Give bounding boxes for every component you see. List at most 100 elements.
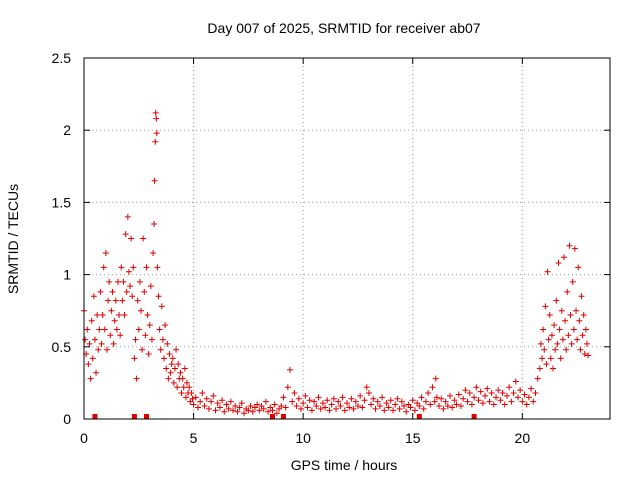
data-point [370, 395, 377, 402]
data-point [284, 384, 291, 391]
data-point [562, 317, 569, 324]
data-point [199, 390, 206, 397]
data-point [148, 336, 155, 343]
data-point [150, 249, 157, 256]
data-point [574, 336, 581, 343]
data-point [475, 397, 482, 404]
data-point [147, 283, 154, 290]
data-point [564, 288, 571, 295]
grid [84, 58, 610, 419]
data-point [560, 254, 567, 261]
data-point [550, 365, 557, 372]
data-point [117, 332, 124, 339]
data-point [110, 340, 117, 347]
data-point [160, 355, 167, 362]
data-point [179, 375, 186, 382]
data-point [174, 384, 181, 391]
data-point [563, 346, 570, 353]
data-point [168, 361, 175, 368]
data-point [289, 398, 296, 405]
data-point [528, 385, 535, 392]
data-point [113, 326, 120, 333]
data-point [167, 369, 174, 376]
data-point [152, 138, 159, 145]
data-point [508, 398, 515, 405]
data-point [530, 398, 537, 405]
data-point [567, 312, 574, 319]
data-point [291, 390, 298, 397]
data-point [85, 361, 92, 368]
data-point [552, 346, 559, 353]
data-point [512, 378, 519, 385]
data-point [112, 297, 119, 304]
data-point [348, 395, 355, 402]
data-point [556, 326, 563, 333]
x-tick-label: 0 [80, 430, 88, 446]
data-point [145, 351, 152, 358]
data-point [236, 404, 243, 411]
data-point [510, 390, 517, 397]
data-point [328, 401, 335, 408]
bottom-marker [269, 414, 275, 419]
data-point [232, 403, 239, 410]
data-point [519, 398, 526, 405]
data-point [344, 400, 350, 407]
data-point [575, 264, 582, 271]
data-point [542, 303, 549, 310]
data-point [154, 264, 161, 271]
data-point [90, 293, 97, 300]
data-point [125, 268, 132, 275]
data-point [551, 322, 558, 329]
y-tick-label: 2 [63, 122, 71, 138]
data-point [493, 394, 500, 401]
data-point [230, 407, 237, 414]
bottom-marker [131, 414, 137, 419]
data-point [102, 249, 109, 256]
data-point [422, 398, 429, 405]
data-point [123, 288, 130, 295]
data-point [521, 391, 528, 398]
data-point [374, 398, 381, 405]
data-point [352, 398, 359, 405]
data-point [101, 326, 108, 333]
data-point [88, 317, 95, 324]
data-point [488, 390, 495, 397]
data-point [221, 408, 228, 415]
data-point [159, 336, 166, 343]
data-point [151, 221, 158, 228]
data-point [203, 395, 210, 402]
data-point [409, 397, 416, 404]
data-point [273, 410, 280, 417]
data-point [111, 317, 118, 324]
data-point [99, 312, 106, 319]
data-point [197, 398, 204, 405]
data-point [387, 397, 394, 404]
data-point [177, 369, 184, 376]
y-tick-label: 1 [63, 267, 71, 283]
data-point [433, 394, 440, 401]
data-point [546, 312, 553, 319]
data-point [175, 361, 182, 368]
data-point [400, 403, 407, 410]
data-point [392, 401, 399, 408]
data-point [210, 392, 217, 399]
data-point [304, 404, 311, 411]
data-point [420, 405, 427, 412]
data-point [227, 398, 234, 405]
data-point [532, 390, 539, 397]
data-point [416, 403, 423, 410]
data-point [440, 405, 447, 412]
data-point [431, 398, 438, 405]
data-point [131, 355, 138, 362]
data-point [346, 404, 353, 411]
data-point [449, 404, 456, 411]
bottom-marker [471, 414, 477, 419]
data-point [234, 408, 241, 415]
data-point [411, 407, 418, 414]
data-point [460, 395, 467, 402]
data-point [139, 346, 146, 353]
data-point [317, 405, 324, 412]
data-point [368, 401, 375, 408]
data-point [295, 395, 302, 402]
data-point [190, 401, 197, 408]
